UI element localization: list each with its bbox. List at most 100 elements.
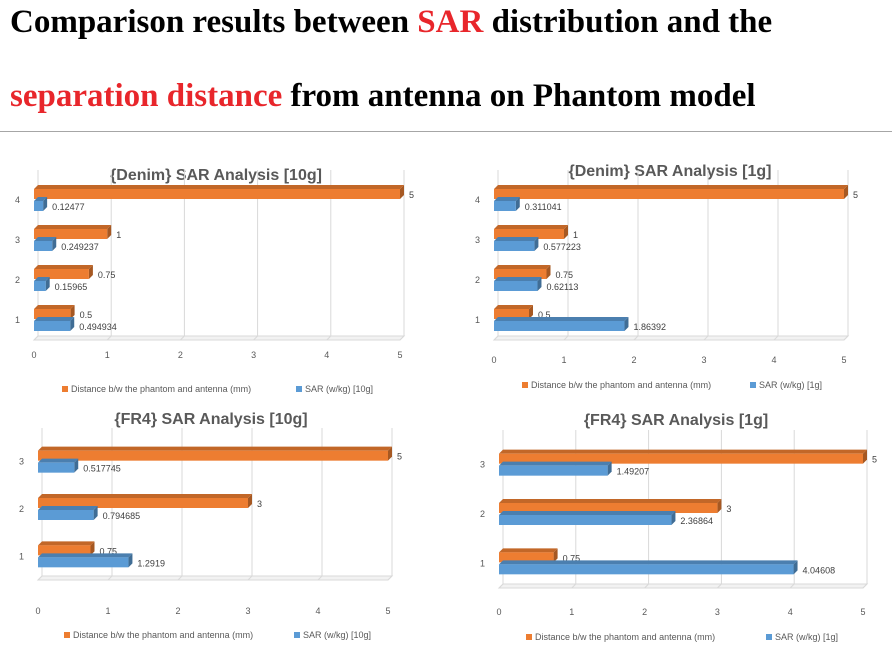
- sar-bar: [34, 241, 53, 251]
- distance-bar-side: [844, 185, 848, 199]
- sar-data-label: 0.794685: [103, 511, 141, 521]
- distance-bar: [38, 498, 248, 508]
- sar-bar-top: [34, 197, 48, 201]
- title-highlight-sar: SAR: [417, 4, 484, 40]
- distance-bar-top: [494, 265, 551, 269]
- x-tick-label: 3: [715, 607, 720, 617]
- legend-label-sar: SAR (w/kg) [10g]: [305, 384, 373, 394]
- sar-data-label: 0.577223: [543, 242, 581, 252]
- distance-data-label: 0.75: [556, 270, 574, 280]
- sar-data-label: 1.2919: [137, 558, 165, 568]
- distance-bar-side: [107, 225, 112, 239]
- x-tick-label: 0: [491, 355, 496, 365]
- x-tick-label: 3: [251, 350, 256, 360]
- distance-bar-top: [494, 225, 568, 229]
- title-text: distribution and the: [483, 4, 773, 40]
- chart-fr4-1g: {FR4} SAR Analysis [1g] 0 1 2 3 4 5 1 0.75 4.0460…: [448, 400, 892, 650]
- gridline-floor: [498, 583, 504, 589]
- distance-data-label: 3: [257, 499, 262, 509]
- sar-data-label: 0.494934: [79, 322, 117, 332]
- distance-bar: [499, 503, 718, 513]
- distance-bar: [499, 552, 554, 563]
- gridline-floor: [326, 335, 332, 341]
- distance-bar: [34, 189, 400, 199]
- sar-bar: [38, 462, 75, 473]
- distance-bar: [494, 229, 564, 239]
- legend-label-distance: Distance b/w the phantom and antenna (mm…: [71, 384, 251, 394]
- distance-bar: [38, 450, 388, 461]
- sar-bar: [494, 321, 625, 331]
- gridline-floor: [387, 575, 393, 581]
- sar-bar-top: [499, 461, 612, 466]
- x-tick-label: 4: [771, 355, 776, 365]
- gridline-floor: [563, 335, 569, 341]
- distance-bar-top: [38, 446, 392, 451]
- distance-bar-top: [34, 265, 93, 269]
- sar-bar-top: [494, 317, 629, 321]
- legend-swatch-distance: [526, 634, 532, 640]
- distance-bar-side: [564, 225, 568, 239]
- legend-label-sar: SAR (w/kg) [1g]: [759, 380, 822, 390]
- y-category-label: 3: [19, 457, 24, 467]
- y-category-label: 1: [19, 551, 24, 561]
- sar-data-label: 0.12477: [52, 202, 85, 212]
- y-category-label: 2: [15, 275, 20, 285]
- y-category-label: 4: [15, 195, 20, 205]
- chart-denim-10g: {Denim} SAR Analysis [10g] 0 1 2 3 4 5 1 0.5 0.49…: [0, 150, 440, 400]
- sar-bar-top: [34, 237, 57, 241]
- legend-swatch-sar: [296, 386, 302, 392]
- distance-data-label: 5: [872, 455, 877, 465]
- x-tick-label: 3: [245, 606, 250, 616]
- legend-label-sar: SAR (w/kg) [10g]: [303, 630, 371, 640]
- gridline-floor: [789, 583, 795, 589]
- sar-bar-top: [34, 277, 50, 281]
- y-category-label: 4: [475, 195, 480, 205]
- title-text: from antenna on Phantom model: [282, 78, 756, 114]
- chart-denim-10g-svg: {Denim} SAR Analysis [10g] 0 1 2 3 4 5 1 0.5 0.49…: [15, 167, 414, 394]
- distance-bar-top: [38, 494, 252, 498]
- distance-bar-side: [388, 446, 392, 461]
- distance-data-label: 5: [397, 452, 402, 462]
- x-tick-label: 4: [315, 606, 320, 616]
- sar-bar: [499, 515, 672, 525]
- x-tick-label: 5: [860, 607, 865, 617]
- gridline-floor: [571, 583, 577, 589]
- sar-bar-side: [534, 237, 539, 251]
- legend-label-distance: Distance b/w the phantom and antenna (mm…: [535, 632, 715, 642]
- distance-bar: [494, 309, 529, 319]
- gridline-floor: [253, 335, 258, 341]
- distance-bar: [38, 545, 91, 556]
- x-tick-label: 2: [178, 350, 183, 360]
- distance-bar-side: [717, 499, 722, 513]
- x-tick-label: 5: [385, 606, 390, 616]
- x-tick-label: 1: [105, 350, 110, 360]
- legend-label-distance: Distance b/w the phantom and antenna (mm…: [531, 380, 711, 390]
- x-tick-label: 2: [175, 606, 180, 616]
- gridline-floor: [644, 583, 649, 589]
- gridline-floor: [717, 583, 722, 589]
- chart-fr4-10g-svg: {FR4} SAR Analysis [10g] 0 1 2 3 4 5 1 0.75 1.291…: [19, 411, 402, 640]
- sar-bar: [34, 201, 44, 211]
- sar-data-label: 0.62113: [546, 282, 578, 292]
- legend-label-distance: Distance b/w the phantom and antenna (mm…: [73, 630, 253, 640]
- x-tick-label: 5: [397, 350, 402, 360]
- legend-swatch-sar: [294, 632, 300, 638]
- sar-bar: [494, 241, 535, 251]
- sar-bar-top: [494, 277, 542, 281]
- gridline-floor: [247, 575, 253, 581]
- x-tick-label: 1: [561, 355, 566, 365]
- distance-bar: [499, 453, 863, 464]
- x-tick-label: 3: [701, 355, 706, 365]
- sar-bar-top: [38, 506, 98, 510]
- sar-bar-top: [499, 511, 676, 515]
- distance-bar-side: [546, 265, 551, 279]
- sar-data-label: 0.311041: [525, 202, 562, 212]
- distance-bar: [34, 309, 71, 319]
- gridline-floor: [773, 335, 779, 341]
- gridline-floor: [703, 335, 709, 341]
- gridline-floor: [317, 575, 323, 581]
- sar-data-label: 0.249237: [61, 242, 99, 252]
- distance-bar-side: [863, 449, 867, 464]
- sar-data-label: 0.15965: [55, 282, 88, 292]
- chart-fr4-1g-svg: {FR4} SAR Analysis [1g] 0 1 2 3 4 5 1 0.75 4.0460…: [480, 412, 877, 642]
